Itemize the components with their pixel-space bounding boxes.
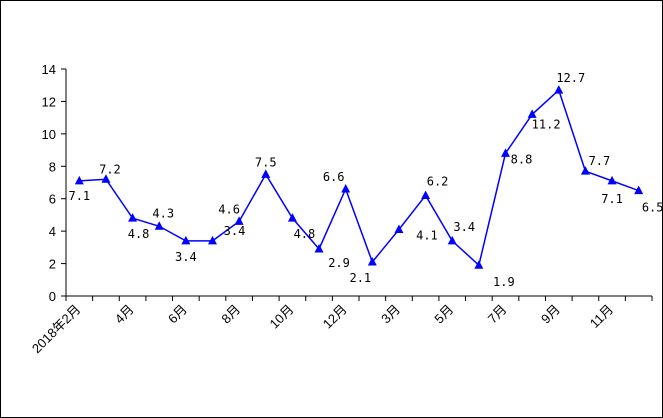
data-label: 2.1: [349, 271, 371, 285]
data-point-marker: [154, 221, 164, 230]
data-point-marker: [128, 213, 138, 222]
y-tick-label: 12: [42, 94, 56, 109]
data-point-marker: [634, 185, 644, 195]
data-point-marker: [314, 243, 324, 253]
x-tick-label: 11月: [587, 302, 616, 331]
series-line: [79, 88, 639, 267]
data-label: 1.9: [493, 275, 515, 289]
data-label: 7.1: [601, 192, 623, 206]
data-label: 7.5: [255, 155, 277, 169]
data-point-marker: [501, 148, 510, 157]
data-point-marker: [261, 169, 271, 178]
y-tick-label: 6: [49, 192, 56, 207]
data-label: 4.3: [152, 206, 174, 220]
data-label: 2.9: [328, 256, 350, 270]
data-label: 6.5: [642, 201, 662, 215]
data-label: 4.6: [218, 202, 240, 216]
data-label: 4.8: [128, 227, 150, 241]
data-point-marker: [101, 174, 111, 183]
data-point-marker: [341, 183, 351, 193]
data-point-marker: [607, 175, 617, 185]
data-point-marker: [394, 224, 404, 234]
x-tick-label: 4月: [112, 302, 137, 327]
data-point-marker: [421, 190, 431, 199]
data-point-marker: [208, 235, 217, 245]
y-tick-label: 8: [49, 159, 56, 174]
y-tick-label: 4: [49, 224, 56, 239]
data-point-marker: [554, 85, 564, 94]
data-point-marker: [287, 213, 297, 222]
y-tick-label: 14: [42, 62, 56, 77]
data-label: 12.7: [556, 71, 585, 85]
data-label: 3.4: [224, 224, 246, 238]
y-tick-label: 10: [42, 127, 56, 142]
data-label: 8.8: [511, 152, 533, 166]
data-label: 7.7: [589, 154, 611, 168]
data-label: 3.4: [453, 220, 475, 234]
y-tick-label: 0: [49, 289, 56, 304]
data-point-marker: [74, 175, 84, 185]
x-tick-label: 3月: [378, 302, 403, 327]
data-point-marker: [367, 256, 377, 266]
data-point-marker: [527, 109, 537, 118]
data-point-marker: [181, 235, 191, 245]
x-tick-label: 12月: [320, 302, 350, 332]
data-label: 6.2: [427, 174, 449, 188]
data-label: 6.6: [323, 170, 345, 184]
y-tick-label: 2: [49, 257, 56, 272]
data-point-marker: [447, 235, 457, 245]
data-point-marker: [580, 166, 590, 175]
x-tick-label: 5月: [431, 302, 456, 327]
x-tick-label: 7月: [485, 302, 510, 327]
x-tick-label: 9月: [538, 302, 563, 327]
x-tick-label: 6月: [165, 302, 190, 327]
data-label: 3.4: [175, 250, 197, 264]
data-label: 11.2: [532, 117, 561, 131]
x-tick-label: 2018年2月: [29, 302, 84, 357]
data-point-marker: [474, 260, 484, 269]
data-label: 4.1: [416, 229, 438, 243]
data-label: 7.1: [68, 189, 90, 203]
data-point-marker: [234, 216, 244, 225]
x-tick-label: 8月: [218, 302, 243, 327]
data-label: 7.2: [99, 162, 121, 176]
data-label: 4.8: [294, 227, 316, 241]
x-tick-label: 10月: [267, 302, 297, 332]
